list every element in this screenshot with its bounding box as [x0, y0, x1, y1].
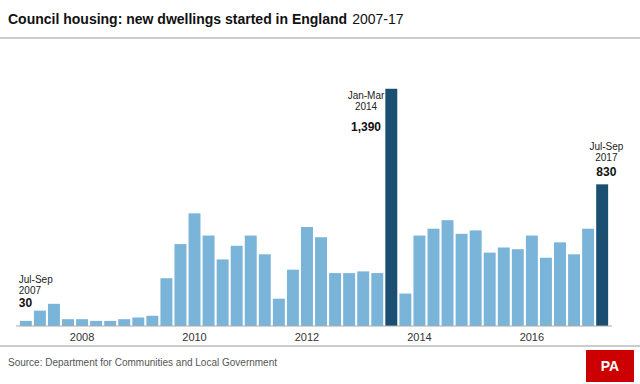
bar	[301, 227, 313, 326]
bar	[498, 247, 510, 326]
bar	[582, 229, 594, 326]
x-tick-label: 2010	[182, 331, 206, 343]
bar	[76, 319, 88, 326]
bar	[568, 254, 580, 326]
logo: PA	[601, 358, 619, 374]
annotation-value: 1,390	[351, 120, 381, 134]
bar	[62, 319, 74, 326]
bar	[245, 236, 257, 326]
bar	[470, 230, 482, 326]
title: Council housing: new dwellings started i…	[8, 11, 347, 27]
bar	[48, 304, 60, 326]
bar	[526, 236, 538, 326]
title-rule	[0, 38, 640, 39]
footer-rule	[0, 346, 640, 347]
annotation-value: 830	[596, 165, 616, 179]
bar	[20, 321, 32, 326]
bar	[329, 273, 341, 326]
chart: Council housing: new dwellings started i…	[0, 0, 640, 384]
bar	[540, 258, 552, 326]
annotation-line: Jan-Mar	[348, 90, 385, 101]
x-axis	[16, 326, 612, 327]
annotation-line: Jul-Sep	[19, 274, 53, 285]
background	[0, 0, 640, 384]
annotation-label: Jul-Sep2007	[19, 274, 53, 296]
bar	[203, 236, 215, 326]
annotation-label: Jul-Sep2017	[589, 141, 623, 163]
x-tick-label: 2008	[70, 331, 94, 343]
bar	[174, 244, 186, 326]
x-tick-label: 2012	[295, 331, 319, 343]
annotation-value: 30	[19, 296, 33, 310]
bar	[287, 270, 299, 326]
title-line: Council housing: new dwellings started i…	[8, 11, 404, 27]
bar	[343, 273, 355, 326]
annotation-line: Jul-Sep	[589, 141, 623, 152]
bar	[132, 317, 144, 326]
logo-box	[586, 350, 634, 382]
bar	[231, 246, 243, 326]
bar	[118, 319, 130, 326]
bar	[385, 89, 397, 326]
bar	[160, 278, 172, 326]
bar	[456, 234, 468, 326]
bar	[90, 321, 102, 326]
bars	[20, 89, 608, 326]
bar	[371, 273, 383, 326]
bar	[428, 229, 440, 326]
bar	[273, 299, 285, 326]
x-tick-label: 2016	[520, 331, 544, 343]
annotation-line: 2014	[355, 101, 378, 112]
bar	[596, 184, 608, 326]
bar	[442, 220, 454, 326]
bar	[413, 236, 425, 326]
bar	[34, 311, 46, 326]
bar	[146, 316, 158, 326]
bar	[399, 294, 411, 326]
bar	[554, 242, 566, 326]
source: Source: Department for Communities and L…	[8, 357, 277, 368]
annotation-line: 2007	[19, 285, 42, 296]
bar	[357, 271, 369, 326]
annotation-line: 2017	[595, 152, 618, 163]
bar	[217, 259, 229, 326]
bar	[484, 253, 496, 326]
bar	[512, 249, 524, 326]
bar	[259, 254, 271, 326]
x-tick-label: 2014	[407, 331, 431, 343]
bar	[315, 237, 327, 326]
bar	[104, 321, 116, 326]
subtitle: 2007-17	[352, 11, 404, 27]
bar	[189, 213, 201, 326]
annotation-label: Jan-Mar2014	[348, 90, 385, 112]
annotations: Jan-Mar20141,390Jul-Sep2017830Jul-Sep200…	[19, 90, 624, 310]
